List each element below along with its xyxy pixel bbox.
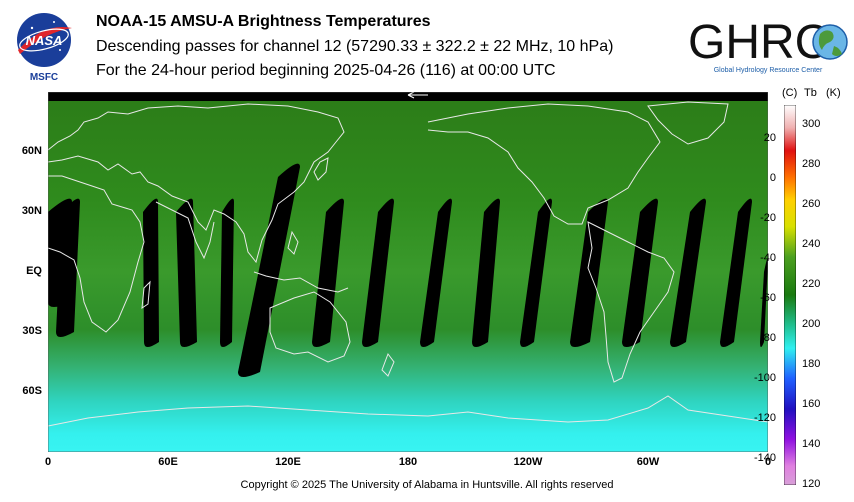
swath-gap bbox=[670, 198, 706, 347]
celsius-tick-label: -80 bbox=[760, 331, 776, 344]
longitude-label: 0 bbox=[44, 456, 52, 468]
greenland-outline bbox=[647, 101, 729, 145]
swath-gap bbox=[143, 198, 159, 347]
indonesia-outline bbox=[253, 271, 349, 293]
kelvin-tick-label: 180 bbox=[802, 358, 821, 370]
philippines-outline bbox=[287, 230, 299, 255]
longitude-label: 120E bbox=[275, 456, 301, 468]
coastline-outlines bbox=[48, 101, 768, 427]
new-zealand-outline bbox=[381, 352, 395, 377]
temperature-colorbar bbox=[784, 105, 796, 485]
longitude-label: 60E bbox=[158, 456, 178, 468]
australia-outline bbox=[269, 291, 351, 363]
kelvin-tick-label: 220 bbox=[802, 278, 821, 290]
south-america-outline bbox=[587, 221, 675, 383]
latitude-label: 30N bbox=[21, 205, 42, 217]
swath-gap bbox=[472, 198, 500, 347]
swath-gap bbox=[622, 198, 658, 347]
swath-gap bbox=[312, 198, 344, 347]
map-period: For the 24-hour period beginning 2025-04… bbox=[96, 62, 556, 79]
ghrc-logo: GHRC Global Hydrology Resource Center bbox=[688, 16, 848, 74]
celsius-tick-label: -40 bbox=[760, 251, 776, 264]
celsius-tick-label: 20 bbox=[763, 131, 776, 144]
arrow-icon bbox=[407, 92, 428, 99]
kelvin-tick-label: 240 bbox=[802, 238, 821, 250]
india-outline bbox=[155, 201, 215, 260]
kelvin-tick-label: 120 bbox=[802, 478, 821, 490]
swath-gap bbox=[220, 198, 234, 347]
kelvin-tick-label: 160 bbox=[802, 398, 821, 410]
swath-gap bbox=[238, 163, 300, 377]
kelvin-tick-label: 140 bbox=[802, 438, 821, 450]
colorbar-header-tb: Tb bbox=[804, 87, 817, 99]
no-data-strip-top bbox=[48, 92, 768, 101]
latitude-label: 30S bbox=[22, 325, 42, 337]
ghrc-logo-text: GHRC bbox=[688, 16, 829, 69]
swath-gap bbox=[520, 198, 552, 347]
swath-gap bbox=[420, 198, 452, 347]
nasa-logo-text: NASA bbox=[26, 33, 63, 48]
latitude-label: EQ bbox=[26, 265, 42, 277]
map-title: NOAA-15 AMSU-A Brightness Temperatures bbox=[96, 13, 431, 30]
longitude-label: 60W bbox=[636, 456, 660, 468]
longitude-label: 180 bbox=[398, 456, 418, 468]
celsius-tick-label: -60 bbox=[760, 291, 776, 304]
swath-gap bbox=[362, 198, 394, 347]
kelvin-tick-label: 300 bbox=[802, 118, 821, 130]
map-subtitle: Descending passes for channel 12 (57290.… bbox=[96, 38, 614, 55]
celsius-tick-label: -120 bbox=[753, 411, 776, 424]
swath-gap bbox=[720, 198, 752, 347]
ghrc-logo-subtitle: Global Hydrology Resource Center bbox=[714, 67, 823, 74]
latitude-label: 60S bbox=[22, 385, 42, 397]
brightness-temperature-map bbox=[48, 92, 768, 452]
africa-outline bbox=[48, 175, 145, 333]
latitude-label: 60N bbox=[21, 145, 42, 157]
swath-gap bbox=[760, 258, 768, 347]
longitude-label: 120W bbox=[513, 456, 543, 468]
msfc-label: MSFC bbox=[30, 72, 58, 82]
swath-gap bbox=[176, 198, 197, 347]
japan-outline bbox=[313, 157, 329, 181]
swath-gap bbox=[56, 198, 80, 337]
swath-gaps bbox=[48, 163, 768, 377]
celsius-tick-label: 0 bbox=[769, 171, 776, 184]
eurasia-outline bbox=[48, 103, 345, 264]
antarctica-outline bbox=[48, 395, 768, 427]
north-america-outline bbox=[427, 103, 661, 225]
celsius-tick-label: -140 bbox=[753, 451, 776, 464]
celsius-tick-label: -100 bbox=[753, 371, 776, 384]
kelvin-tick-label: 280 bbox=[802, 158, 821, 170]
colorbar-header-kelvin: (K) bbox=[826, 87, 841, 99]
kelvin-tick-label: 200 bbox=[802, 318, 821, 330]
celsius-tick-label: -20 bbox=[760, 211, 776, 224]
colorbar-header-celsius: (C) bbox=[782, 87, 798, 99]
longitude-label: 0 bbox=[764, 456, 772, 468]
madagascar-outline bbox=[141, 280, 151, 310]
copyright-notice: Copyright © 2025 The University of Alaba… bbox=[240, 479, 614, 491]
swath-gap bbox=[570, 198, 608, 347]
nasa-logo: NASA MSFC bbox=[17, 13, 72, 82]
kelvin-tick-label: 260 bbox=[802, 198, 821, 210]
